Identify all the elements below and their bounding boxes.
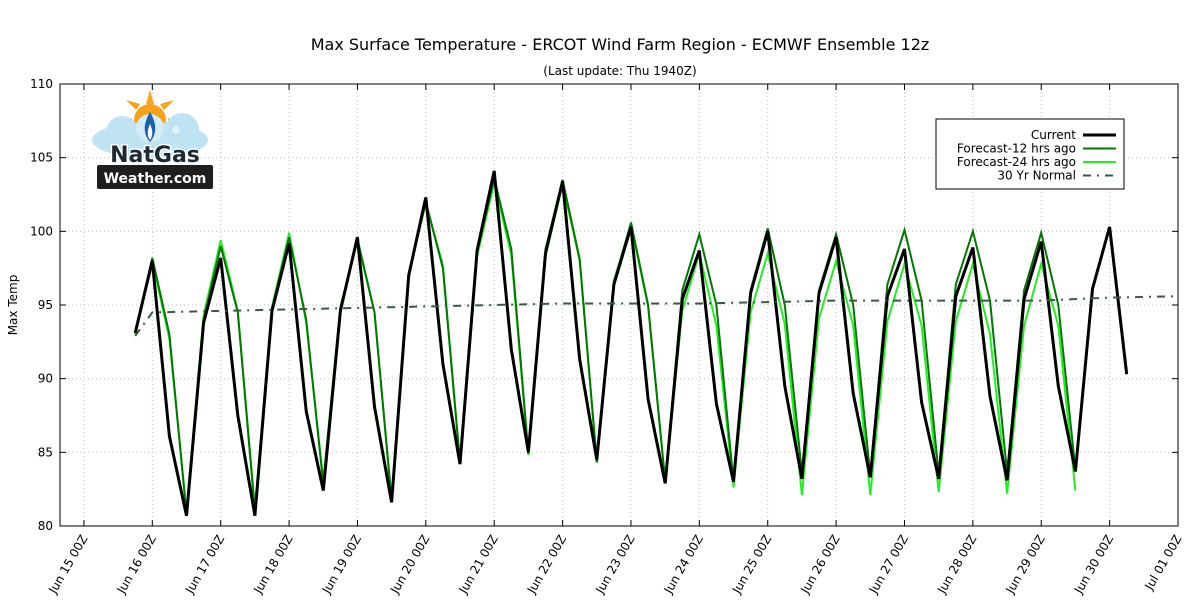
x-tick-label: Jun 17 00Z	[182, 533, 227, 597]
x-tick-label: Jun 29 00Z	[1003, 533, 1048, 597]
y-tick-label: 80	[38, 519, 53, 533]
legend-label: Forecast-12 hrs ago	[957, 142, 1076, 156]
x-tick-label: Jul 01 00Z	[1142, 533, 1185, 594]
x-tick-label: Jun 19 00Z	[319, 533, 364, 597]
legend-label: 30 Yr Normal	[997, 169, 1076, 183]
flame-icon	[144, 112, 156, 142]
y-tick-label: 95	[38, 298, 53, 312]
y-tick-label: 85	[38, 445, 53, 459]
y-tick-label: 100	[30, 224, 53, 238]
x-tick-label: Jun 22 00Z	[524, 533, 569, 597]
chart-title: Max Surface Temperature - ERCOT Wind Far…	[311, 35, 930, 54]
y-tick-label: 110	[30, 77, 53, 91]
snowflake-icon: ❄	[171, 124, 180, 137]
x-tick-label: Jun 27 00Z	[866, 533, 911, 597]
series-layer	[133, 170, 1179, 517]
logo-banner	[97, 165, 213, 189]
x-tick-label: Jun 20 00Z	[387, 533, 432, 597]
legend-label: Current	[1031, 128, 1076, 142]
x-tick-label: Jun 15 00Z	[45, 533, 90, 597]
series-line-30-yr-normal	[134, 295, 1179, 337]
y-tick-label: 105	[30, 151, 53, 165]
chart-subtitle: (Last update: Thu 1940Z)	[543, 64, 696, 78]
x-tick-label: Jun 21 00Z	[456, 533, 501, 597]
x-tick-label: Jun 24 00Z	[661, 533, 706, 597]
logo-text-weather: Weather.com	[104, 171, 207, 187]
x-tick-label: Jun 26 00Z	[798, 533, 843, 597]
x-tick-label: Jun 16 00Z	[114, 533, 159, 597]
y-axis-label: Max Temp	[6, 275, 20, 336]
logo-text-natgas: NatGas	[110, 143, 200, 168]
x-tick-label: Jun 30 00Z	[1071, 533, 1116, 597]
natgas-weather-logo: ❄ NatGas Weather.com	[92, 90, 213, 189]
legend-label: Forecast-24 hrs ago	[957, 155, 1076, 169]
series-line-current	[133, 170, 1129, 517]
x-tick-label: Jun 18 00Z	[250, 533, 295, 597]
x-tick-label: Jun 23 00Z	[592, 533, 637, 597]
y-tick-label: 90	[38, 372, 53, 386]
x-tick-label: Jun 25 00Z	[729, 533, 774, 597]
x-tick-label: Jun 28 00Z	[934, 532, 979, 596]
